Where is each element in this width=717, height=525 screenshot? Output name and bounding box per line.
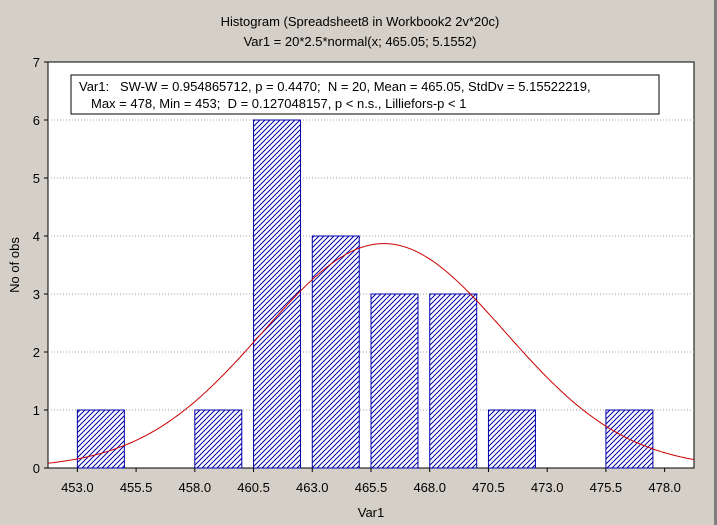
x-tick-label: 470.5	[472, 480, 505, 495]
histogram-bar	[311, 235, 360, 469]
y-tick-label: 3	[33, 287, 40, 302]
window-frame-edge	[714, 0, 717, 525]
x-tick-label: 453.0	[61, 480, 94, 495]
x-tick-label: 455.5	[120, 480, 153, 495]
stats-box: Var1: SW-W = 0.954865712, p = 0.4470; N …	[70, 74, 660, 115]
x-tick-label: 475.5	[590, 480, 623, 495]
x-tick-label: 460.5	[237, 480, 270, 495]
histogram-bar	[194, 409, 243, 469]
histogram-bar	[429, 293, 478, 469]
y-tick-label: 2	[33, 345, 40, 360]
normal-fit-curve	[47, 243, 695, 464]
x-tick-label: 468.0	[413, 480, 446, 495]
histogram-bar	[253, 119, 302, 469]
chart-title: Histogram (Spreadsheet8 in Workbook2 2v*…	[221, 14, 500, 29]
x-tick-label: 473.0	[531, 480, 564, 495]
histogram-bar	[487, 409, 536, 469]
x-tick-label: 478.0	[648, 480, 681, 495]
y-tick-label: 0	[33, 461, 40, 476]
x-axis-label: Var1	[358, 505, 385, 520]
histogram-bar	[370, 293, 419, 469]
x-tick-label: 465.5	[355, 480, 388, 495]
x-tick-label: 463.0	[296, 480, 329, 495]
y-tick-label: 1	[33, 403, 40, 418]
x-tick-label: 458.0	[179, 480, 212, 495]
y-tick-label: 7	[33, 55, 40, 70]
histogram-bars	[76, 119, 654, 469]
histogram-bar	[76, 409, 125, 469]
y-axis-label: No of obs	[7, 237, 22, 293]
y-tick-label: 5	[33, 171, 40, 186]
x-axis-ticks: 453.0 455.5 458.0 460.5 463.0 465.5 468.0 470.5…	[61, 468, 681, 495]
stats-line-2: Max = 478, Min = 453; D = 0.127048157, p…	[91, 96, 466, 111]
y-tick-label: 6	[33, 113, 40, 128]
y-tick-label: 4	[33, 229, 40, 244]
stats-line-1: Var1: SW-W = 0.954865712, p = 0.4470; N …	[79, 79, 591, 94]
chart-subtitle: Var1 = 20*2.5*normal(x; 465.05; 5.1552)	[244, 34, 477, 49]
y-axis-ticks: 0 1 2 3 4 5 6 7	[33, 55, 48, 476]
